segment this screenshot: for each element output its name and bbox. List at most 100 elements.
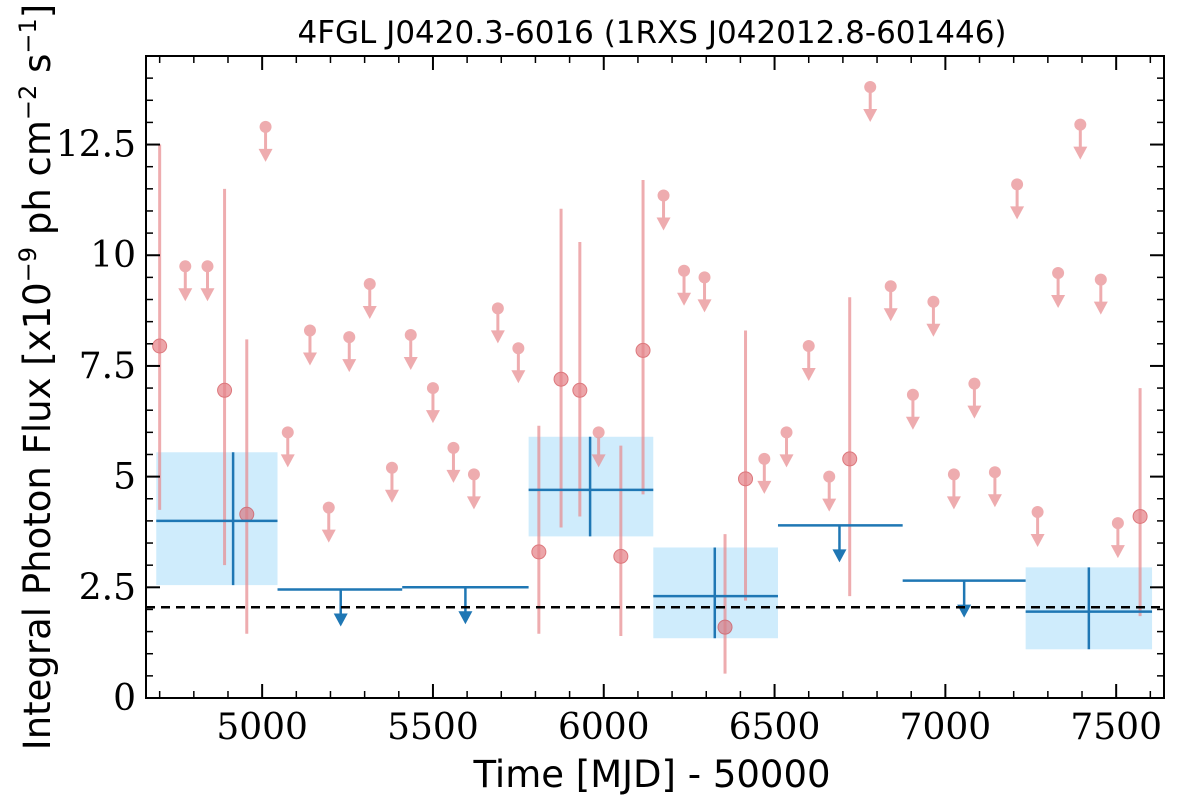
monthly-point [217, 382, 233, 398]
binned-upper-limit [277, 588, 403, 627]
upper-limit-arrowhead [258, 148, 273, 162]
upper-limit-arrowhead [926, 323, 941, 337]
monthly-point [1031, 506, 1044, 519]
monthly-point [179, 260, 192, 273]
monthly-point [1011, 178, 1024, 191]
monthly-point [968, 377, 981, 390]
binned-upper-limit [902, 579, 1026, 618]
monthly-detection [531, 425, 547, 634]
monthly-point [404, 328, 417, 341]
monthly-upper-limit [258, 120, 273, 162]
upper-limit-arrowhead [883, 308, 898, 322]
monthly-upper-limit [591, 426, 606, 468]
binned-detection [1025, 567, 1153, 650]
monthly-point [572, 382, 588, 398]
chart-title: 4FGL J0420.3-6016 (1RXS J042012.8-601446… [297, 15, 1006, 51]
monthly-point [553, 371, 569, 387]
monthly-point [1052, 266, 1065, 279]
monthly-upper-limit [656, 189, 671, 231]
upper-limit-arrowhead [1010, 206, 1025, 220]
monthly-upper-limit [1073, 118, 1088, 160]
monthly-point [426, 382, 439, 395]
monthly-upper-limit [466, 468, 481, 510]
x-tick-label: 6000 [558, 707, 650, 748]
monthly-point [802, 340, 815, 353]
monthly-detection [635, 179, 651, 495]
monthly-upper-limit [905, 388, 920, 430]
monthly-upper-limit [446, 441, 461, 483]
monthly-upper-limit [697, 271, 712, 313]
monthly-point [592, 426, 605, 439]
monthly-point [927, 295, 940, 308]
monthly-point [823, 470, 836, 483]
monthly-point [1132, 508, 1148, 524]
upper-limit-arrowhead [384, 489, 399, 503]
monthly-upper-limit [883, 280, 898, 322]
monthly-point [322, 501, 335, 514]
monthly-upper-limit [490, 302, 505, 344]
upper-limit-arrowhead [403, 356, 418, 370]
upper-limit-arrowhead [458, 611, 473, 625]
monthly-point [884, 280, 897, 293]
upper-limit-arrowhead [446, 469, 461, 483]
monthly-upper-limit [384, 461, 399, 503]
x-axis-label: Time [MJD] - 50000 [472, 753, 830, 796]
y-tick-label: 12.5 [56, 125, 136, 166]
monthly-upper-limit [987, 466, 1002, 508]
monthly-point [1111, 517, 1124, 530]
monthly-detection [553, 208, 569, 528]
monthly-upper-limit [342, 331, 357, 373]
monthly-point [717, 619, 733, 635]
monthly-upper-limit [946, 468, 961, 510]
upper-limit-arrowhead [801, 368, 816, 382]
upper-limit-arrowhead [779, 454, 794, 468]
y-tick-label: 2.5 [79, 567, 136, 608]
monthly-upper-limit [403, 328, 418, 370]
monthly-point [343, 331, 356, 344]
upper-limit-arrowhead [591, 454, 606, 468]
upper-limit-arrowhead [905, 416, 920, 430]
upper-limit-arrowhead [946, 496, 961, 510]
monthly-point [281, 426, 294, 439]
monthly-point [988, 466, 1001, 479]
monthly-upper-limit [321, 501, 336, 543]
binned-detection [528, 436, 654, 537]
monthly-detection [152, 144, 168, 510]
upper-limit-arrowhead [178, 288, 193, 302]
monthly-point [363, 278, 376, 291]
upper-limit-arrowhead [656, 217, 671, 231]
monthly-point [906, 388, 919, 401]
upper-limit-arrowhead [1051, 294, 1066, 308]
monthly-point [491, 302, 504, 315]
monthly-point [152, 338, 168, 354]
monthly-upper-limit [280, 426, 295, 468]
monthly-upper-limit [801, 340, 816, 382]
monthly-upper-limit [967, 377, 982, 419]
monthly-detection [738, 330, 754, 601]
x-tick-label: 5500 [387, 707, 479, 748]
monthly-point [738, 471, 754, 487]
monthly-point [947, 468, 960, 481]
monthly-upper-limit [1010, 178, 1025, 220]
y-axis-label: Integral Photon Flux [x10−9 ph cm−2 s−1] [14, 4, 59, 750]
upper-limit-arrowhead [280, 454, 295, 468]
monthly-point [864, 80, 877, 93]
upper-limit-arrowhead [1030, 534, 1045, 548]
upper-limit-arrowhead [342, 359, 357, 373]
upper-limit-arrowhead [757, 480, 772, 494]
monthly-point [512, 342, 525, 355]
upper-limit-arrowhead [1073, 146, 1088, 160]
monthly-detection [717, 534, 733, 674]
monthly-upper-limit [757, 452, 772, 494]
monthly-point [1074, 118, 1087, 131]
upper-limit-arrowhead [967, 405, 982, 419]
monthly-upper-limit [200, 260, 215, 302]
monthly-detection [217, 188, 233, 566]
monthly-point [678, 264, 691, 277]
upper-limit-arrowhead [490, 330, 505, 344]
monthly-point [613, 548, 629, 564]
upper-limit-arrowhead [832, 549, 847, 563]
upper-limit-arrowhead [863, 108, 878, 122]
monthly-point [201, 260, 214, 273]
